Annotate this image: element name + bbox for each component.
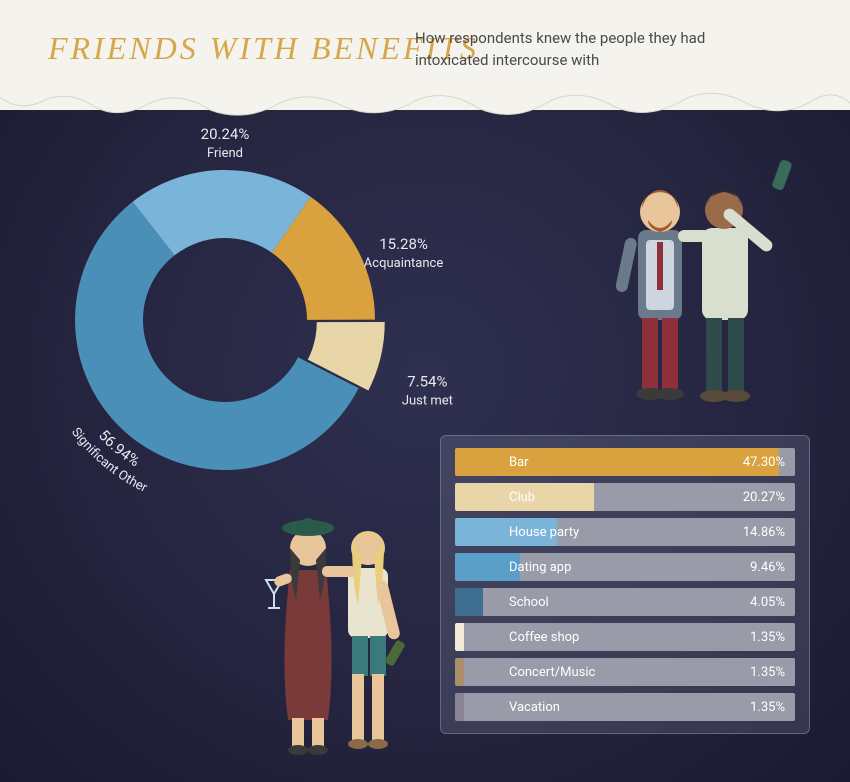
illustration-two-men: [590, 130, 810, 420]
donut-chart: 20.24%Friend15.28%Acquaintance7.54%Just …: [55, 150, 395, 490]
bar-fill: [455, 588, 483, 616]
donut-pct-0: 20.24%: [201, 125, 250, 143]
bar-row-coffee-shop: Coffee shop 1.35%: [455, 623, 795, 651]
bar-row-house-party: House party 14.86%: [455, 518, 795, 546]
bar-pct: 9.46%: [750, 553, 785, 581]
bar-row-bar: Bar 47.30%: [455, 448, 795, 476]
donut-pct-2: 7.54%: [407, 372, 447, 390]
bar-fill: [455, 623, 464, 651]
bar-label: House party: [509, 518, 579, 546]
bar-row-vacation: Vacation 1.35%: [455, 693, 795, 721]
bar-pct: 20.27%: [743, 483, 785, 511]
bar-fill: [455, 658, 464, 686]
donut-name-1: Acquaintance: [364, 256, 444, 271]
bar-pct: 1.35%: [750, 693, 785, 721]
donut-pct-1: 15.28%: [379, 235, 428, 253]
bar-row-concert-music: Concert/Music 1.35%: [455, 658, 795, 686]
bar-label: School: [509, 588, 549, 616]
bar-pct: 14.86%: [743, 518, 785, 546]
bar-pct: 1.35%: [750, 623, 785, 651]
donut-name-0: Friend: [207, 146, 243, 161]
bar-label: Bar: [509, 448, 529, 476]
bar-label: Club: [509, 483, 535, 511]
donut-name-2: Just met: [402, 393, 453, 408]
bar-label: Dating app: [509, 553, 571, 581]
bar-label: Concert/Music: [509, 658, 595, 686]
bar-fill: [455, 448, 779, 476]
bar-label: Vacation: [509, 693, 560, 721]
bar-pct: 4.05%: [750, 588, 785, 616]
bar-row-dating-app: Dating app 9.46%: [455, 553, 795, 581]
bar-pct: 47.30%: [743, 448, 785, 476]
infographic-subtitle: How respondents knew the people they had…: [415, 28, 775, 72]
illustration-two-women: [240, 460, 440, 760]
torn-paper-edge: [0, 85, 850, 125]
bar-label: Coffee shop: [509, 623, 579, 651]
bar-chart-panel: Bar 47.30% Club 20.27% House party 14.86% Dati…: [440, 435, 810, 734]
bar-pct: 1.35%: [750, 658, 785, 686]
bar-row-club: Club 20.27%: [455, 483, 795, 511]
bar-row-school: School 4.05%: [455, 588, 795, 616]
bar-fill: [455, 693, 464, 721]
